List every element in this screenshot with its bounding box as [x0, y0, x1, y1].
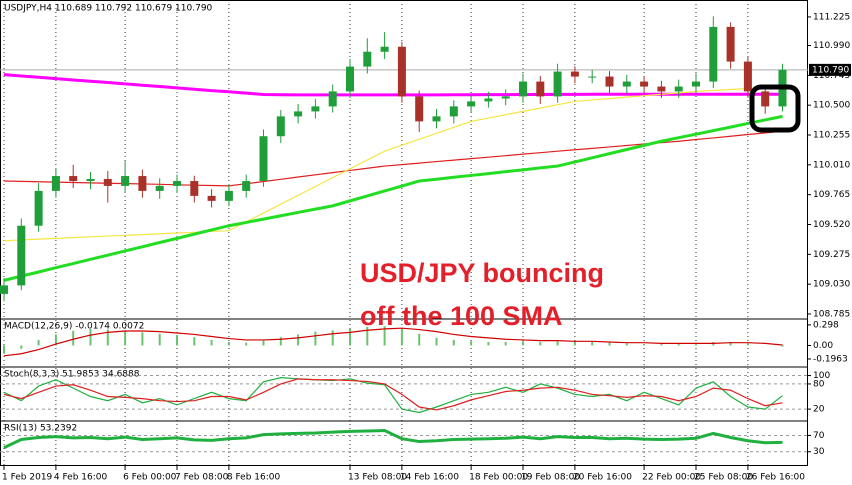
candle-body — [449, 106, 458, 117]
y-tick-label: 109.520 — [813, 220, 850, 230]
candle-body — [34, 190, 43, 226]
candle-body — [553, 71, 562, 97]
last-price-label: 110.790 — [812, 65, 849, 75]
candle-body — [121, 176, 130, 186]
candle-body — [51, 176, 60, 191]
candle-body — [726, 26, 735, 62]
candle-body — [743, 61, 752, 92]
candle-body — [415, 96, 424, 122]
candle-body — [0, 285, 8, 294]
y-tick-label: 108.785 — [813, 309, 850, 319]
highlight-box — [749, 84, 801, 133]
candle-body — [276, 116, 285, 137]
indicator-line — [3, 327, 783, 357]
x-tick-label: 26 Feb 16:00 — [746, 473, 805, 483]
candle-body — [501, 96, 510, 99]
last-price-box — [809, 63, 851, 76]
panel-title: Stoch(8,3,3) 51.9853 34.6888 — [4, 370, 140, 380]
x-tick-label: 1 Feb 2019 — [2, 473, 53, 483]
panel-title: USDJPY,H4 110.689 110.792 110.679 110.79… — [4, 4, 213, 14]
candle-body — [640, 81, 649, 87]
candle-body — [173, 181, 181, 186]
x-tick-label: 14 Feb 16:00 — [400, 473, 459, 483]
annotation: off the 100 SMA — [360, 301, 563, 331]
candle-body — [328, 91, 337, 107]
indicator-line — [3, 378, 783, 411]
candle-body — [467, 101, 476, 107]
candle-body — [190, 181, 199, 196]
candle-body — [103, 178, 112, 186]
candle-body — [17, 225, 26, 286]
y-tick-label: 30 — [813, 447, 825, 457]
candle-body — [570, 71, 579, 77]
y-tick-label: 110.010 — [813, 160, 850, 170]
y-tick-label: 0.00 — [813, 341, 833, 351]
candle-body — [536, 81, 545, 97]
y-tick-label: 70 — [813, 431, 825, 441]
candle-body — [242, 181, 251, 191]
candle-body — [380, 46, 389, 52]
candle-body — [709, 26, 718, 82]
y-tick-label: 110.255 — [813, 131, 850, 141]
y-tick-label: 109.030 — [813, 280, 850, 290]
candle-body — [294, 111, 303, 117]
y-tick-label: 109.765 — [813, 190, 850, 200]
indicator-line — [3, 429, 783, 450]
annotation: USD/JPY bouncing — [360, 258, 604, 288]
indicator-line — [3, 85, 783, 242]
y-tick-label: 100 — [813, 371, 830, 381]
candle-body — [224, 190, 233, 201]
candle-body — [138, 176, 147, 191]
x-tick-label: 25 Feb 08:00 — [694, 473, 753, 483]
y-tick-label: 0.298 — [813, 320, 839, 330]
candle-body — [657, 86, 666, 92]
candle-body — [692, 81, 700, 87]
candle-body — [484, 98, 493, 102]
candle-body — [588, 76, 597, 78]
candle-body — [311, 106, 320, 112]
panel-title: RSI(13) 53.2392 — [4, 424, 77, 434]
panel-title: MACD(12,26,9) -0.0174 0.0072 — [4, 322, 144, 332]
y-tick-label: 111.225 — [813, 12, 850, 22]
candle-body — [397, 46, 406, 97]
candle-body — [207, 195, 216, 201]
indicator-line — [3, 73, 783, 97]
candle-body — [69, 176, 78, 182]
x-tick-label: 4 Feb 16:00 — [54, 473, 108, 483]
y-tick-label: 20 — [813, 405, 825, 415]
candle-body — [363, 51, 372, 67]
candle-body — [605, 76, 614, 87]
x-tick-label: 20 Feb 16:00 — [573, 473, 632, 483]
candle-body — [346, 66, 354, 92]
x-tick-label: 6 Feb 00:00 — [123, 473, 177, 483]
candle-body — [86, 178, 95, 182]
candle-body — [622, 81, 631, 87]
y-tick-label: 109.275 — [813, 250, 850, 260]
candle-body — [155, 185, 164, 191]
x-tick-label: 7 Feb 08:00 — [175, 473, 229, 483]
candle-body — [432, 116, 441, 122]
y-tick-label: 110.500 — [813, 101, 850, 111]
candle-body — [674, 86, 683, 92]
x-tick-label: 22 Feb 00:00 — [642, 473, 701, 483]
candle-body — [259, 136, 268, 182]
y-tick-label: 110.990 — [813, 41, 850, 51]
x-tick-label: 19 Feb 08:00 — [521, 473, 580, 483]
indicator-line — [3, 377, 783, 414]
y-tick-label: 80 — [813, 379, 825, 389]
x-tick-label: 13 Feb 08:00 — [348, 473, 407, 483]
candle-body — [519, 81, 527, 97]
candle-body — [761, 91, 770, 107]
x-tick-label: 8 Feb 16:00 — [227, 473, 281, 483]
y-tick-label: -0.1963 — [813, 354, 848, 364]
indicator-line — [3, 114, 783, 282]
x-tick-label: 18 Feb 00:00 — [469, 473, 528, 483]
